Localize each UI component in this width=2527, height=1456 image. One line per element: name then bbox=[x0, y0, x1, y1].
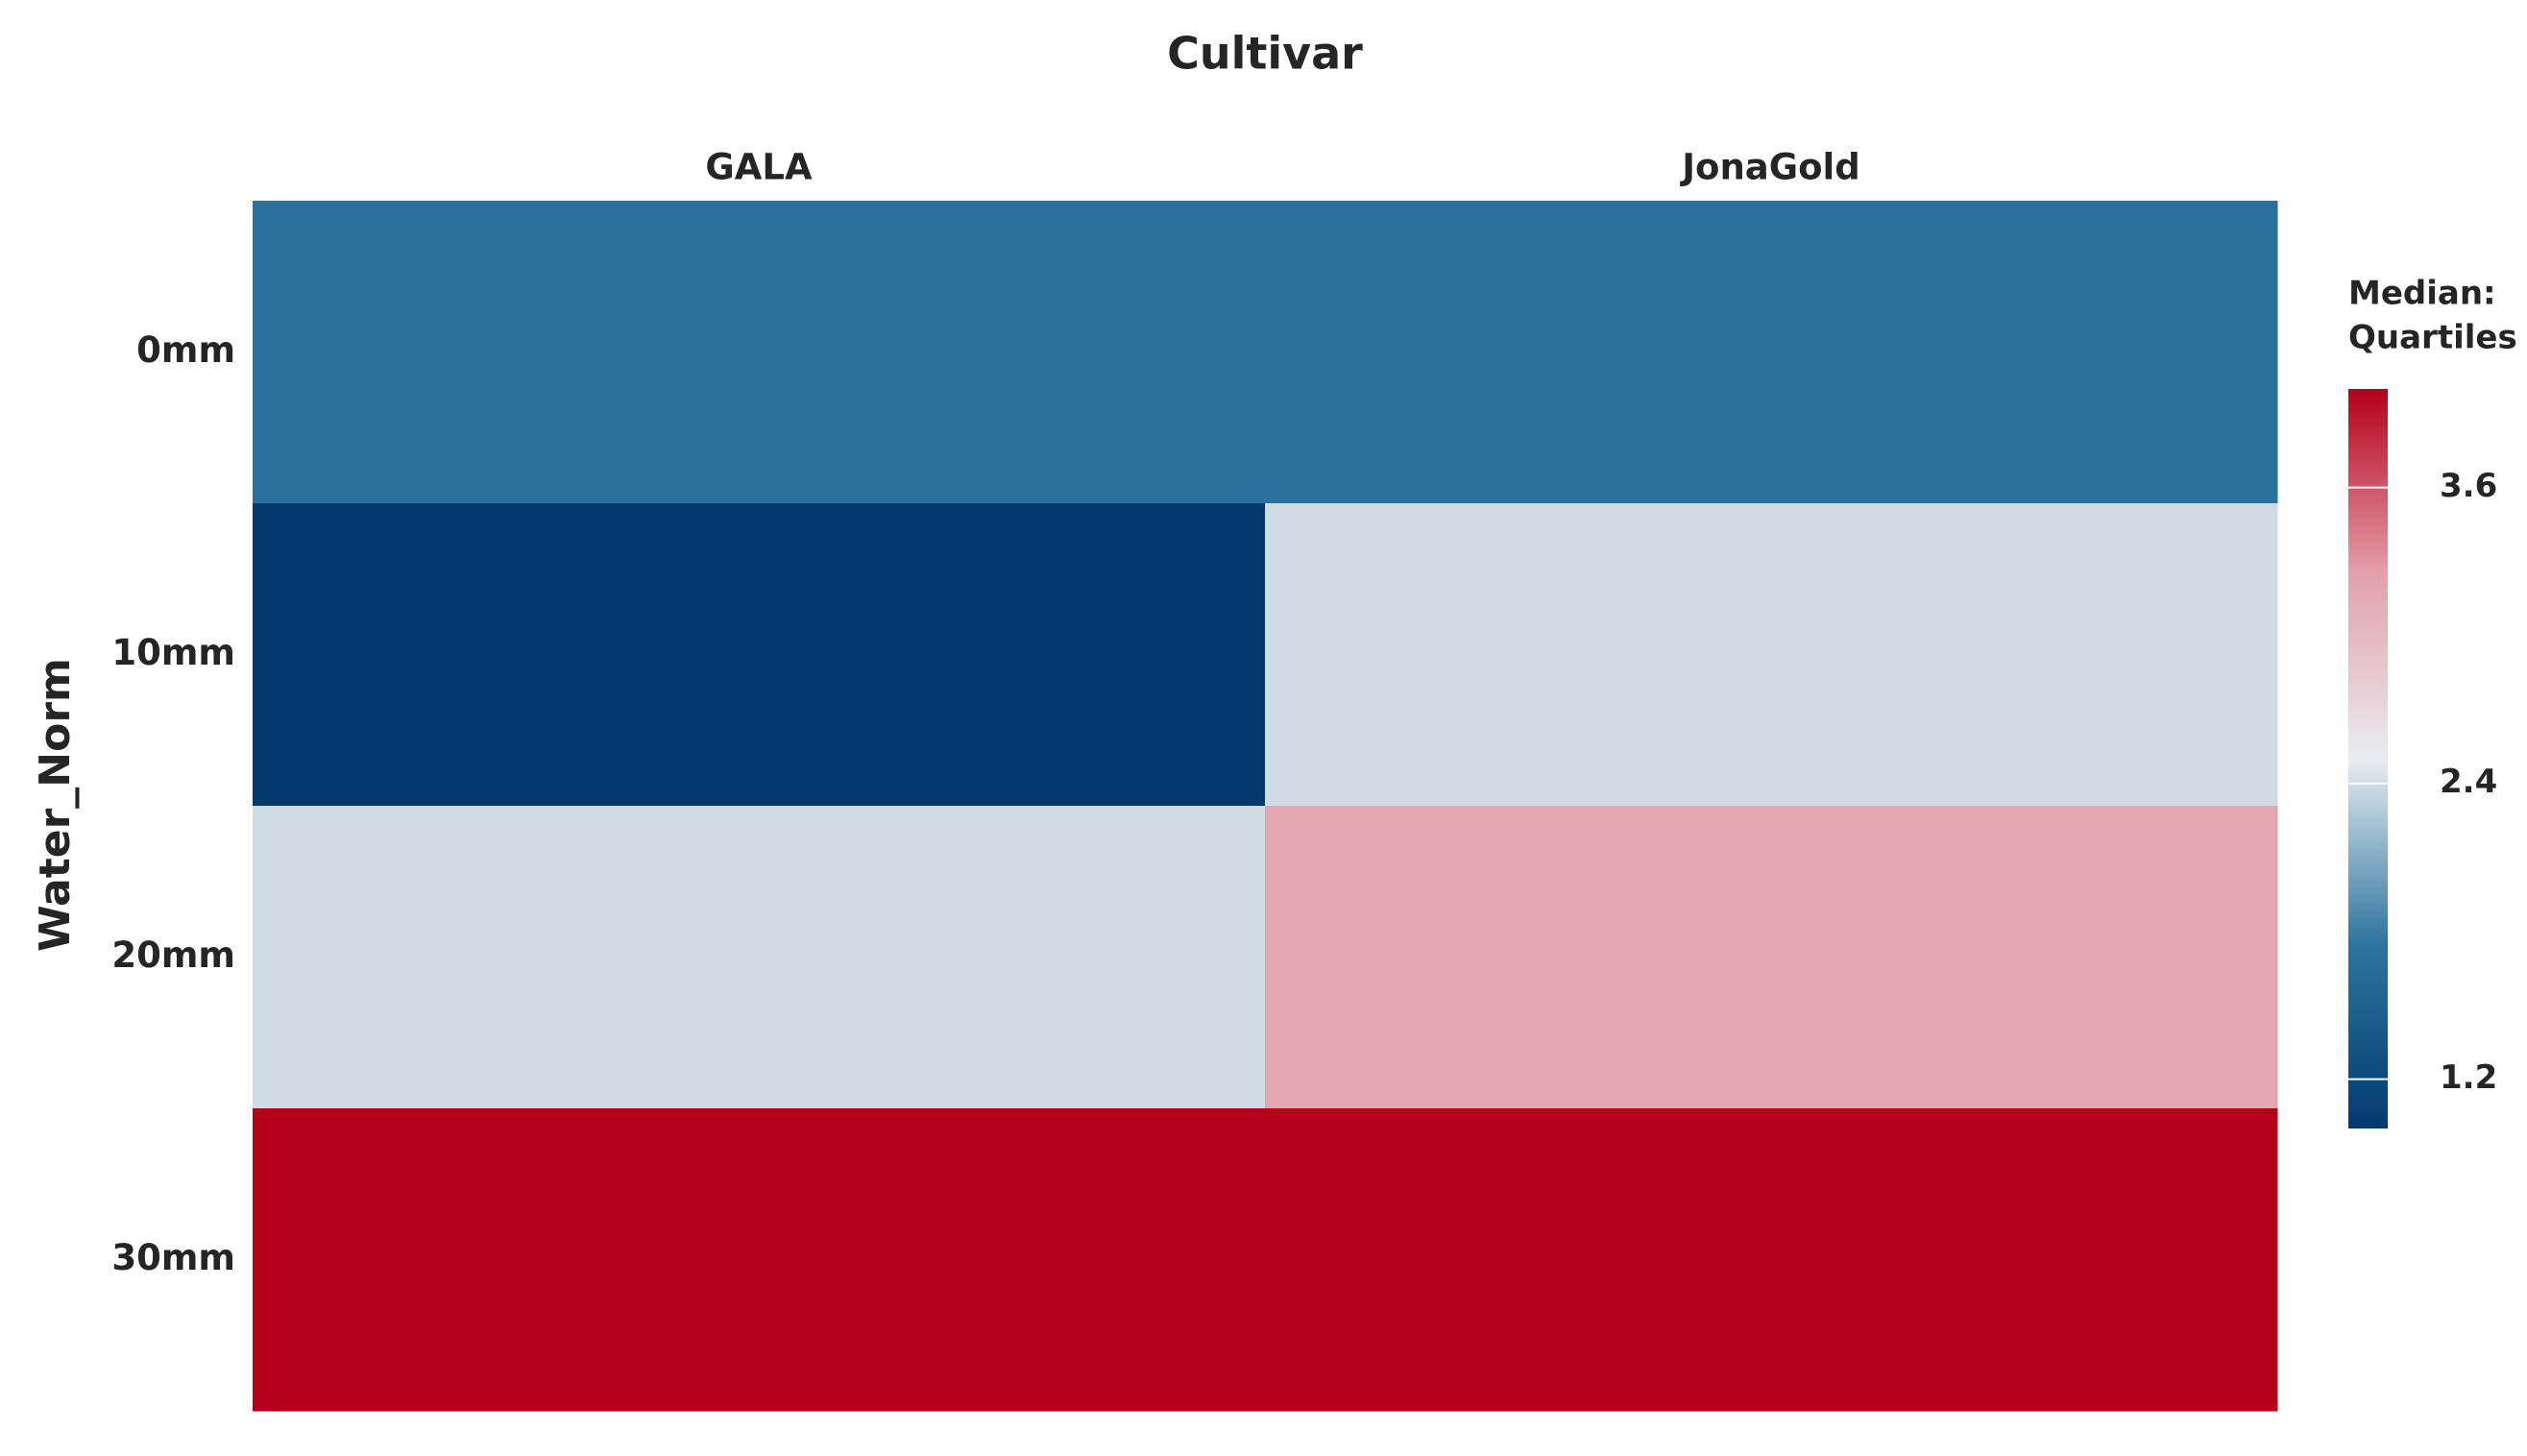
row-label: 20mm bbox=[111, 934, 235, 976]
heatmap-cell bbox=[1265, 806, 2278, 1109]
colorbar-title: Quartiles bbox=[2348, 319, 2517, 357]
heatmap-cell bbox=[253, 201, 1266, 504]
y-axis-title: Water_Norm bbox=[31, 658, 80, 952]
heatmap-cell bbox=[253, 503, 1266, 807]
colorbar-title: Median: bbox=[2348, 275, 2496, 313]
heatmap-cell bbox=[1265, 503, 2278, 807]
row-label: 10mm bbox=[111, 632, 235, 673]
colorbar-tick-label: 1.2 bbox=[2440, 1058, 2497, 1097]
heatmap-cell bbox=[253, 1108, 1266, 1412]
colorbar-tick-label: 3.6 bbox=[2440, 467, 2497, 505]
column-label: JonaGold bbox=[1679, 147, 1859, 188]
colorbar bbox=[2348, 389, 2388, 1128]
row-label: 0mm bbox=[136, 329, 235, 371]
colorbar-tick-label: 2.4 bbox=[2440, 763, 2497, 801]
heatmap-cell bbox=[1265, 1108, 2278, 1412]
heatmap-cell bbox=[253, 806, 1266, 1109]
column-label: GALA bbox=[705, 147, 813, 188]
heatmap-cell bbox=[1265, 201, 2278, 504]
chart-title: Cultivar bbox=[1167, 28, 1363, 80]
row-label: 30mm bbox=[111, 1237, 235, 1278]
